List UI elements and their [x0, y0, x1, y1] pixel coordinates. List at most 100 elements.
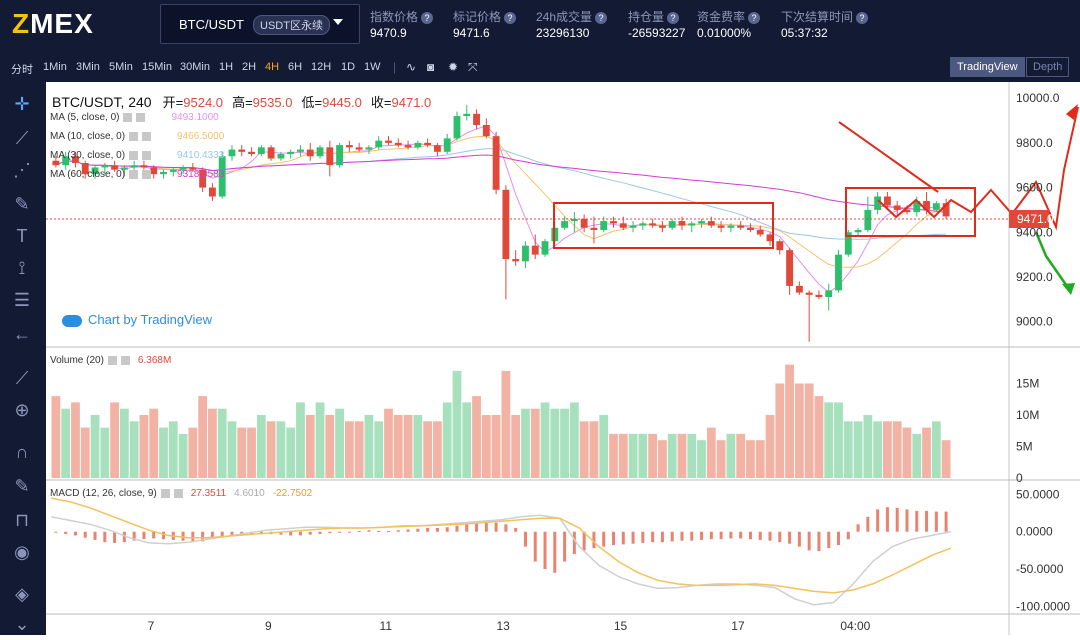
camera-icon[interactable]: ◙ [427, 60, 435, 74]
price-tick: 9600.0 [1016, 181, 1053, 195]
settings-icon[interactable] [129, 131, 139, 141]
time-tick: 17 [731, 619, 745, 633]
stat-label: 指数价格 [370, 10, 419, 24]
chart-area[interactable]: 10000.0 9800.0 9600.0 9400.0 9200.0 9000.0 15… [46, 82, 1080, 635]
help-icon[interactable]: ? [667, 12, 680, 24]
volume-bars [51, 364, 951, 478]
volume-bar [765, 415, 775, 478]
tf-time[interactable]: 分时 [11, 64, 33, 76]
tf-1min[interactable]: 1Min [43, 61, 67, 73]
help-icon[interactable]: ? [421, 12, 434, 24]
macd-hist-bar [455, 525, 459, 532]
close-icon[interactable] [173, 488, 183, 498]
chevron-down-icon[interactable]: ⌄ [14, 614, 30, 634]
candle-body [257, 147, 265, 155]
tf-15min[interactable]: 15Min [142, 61, 172, 73]
tf-1w[interactable]: 1W [364, 61, 381, 73]
brush-icon[interactable]: ✎ [14, 194, 30, 214]
tf-2h[interactable]: 2H [242, 61, 257, 73]
macd-hist-bar [475, 522, 479, 532]
low-label: 低= [301, 95, 323, 110]
tradingview-watermark[interactable]: Chart by TradingView [62, 312, 212, 327]
volume-bar [325, 415, 335, 478]
macd-hist-bar [377, 530, 381, 532]
tf-5min[interactable]: 5Min [109, 61, 133, 73]
zmex-logo[interactable]: ZMEX [12, 8, 94, 39]
tf-6h[interactable]: 6H [288, 61, 303, 73]
zoom-icon[interactable]: ⊕ [14, 400, 30, 420]
settings-icon[interactable] [129, 150, 139, 160]
macd-hist-bar [748, 531, 752, 540]
lock-icon[interactable]: ⊓ [14, 510, 30, 530]
volume-tick: 5M [1016, 440, 1033, 454]
help-icon[interactable]: ? [748, 12, 761, 24]
volume-bar [716, 440, 726, 478]
annotation-path-down [1034, 231, 1073, 293]
settings-icon[interactable] [107, 355, 117, 365]
time-tick: 15 [614, 619, 628, 633]
volume-bar [403, 415, 413, 478]
multiline-icon[interactable]: ⋰ [13, 160, 31, 180]
eye-icon[interactable]: ◉ [14, 542, 30, 562]
candle-body [561, 221, 569, 228]
close-icon[interactable] [120, 355, 130, 365]
text-icon[interactable]: T [16, 226, 28, 246]
candle-body [345, 145, 353, 148]
candle-body [394, 142, 402, 146]
layers-icon[interactable]: ◈ [15, 584, 29, 604]
candle-body [825, 290, 833, 298]
gear-icon[interactable]: ✹ [448, 60, 459, 74]
arrow-left-icon[interactable]: ← [13, 324, 31, 344]
candle-body [649, 223, 657, 226]
stat-label: 24h成交量 [536, 10, 593, 24]
tf-30min[interactable]: 30Min [180, 61, 210, 73]
help-icon[interactable]: ? [504, 12, 517, 24]
candle-body [923, 200, 930, 210]
tf-12h[interactable]: 12H [311, 61, 332, 73]
tf-3min[interactable]: 3Min [76, 61, 100, 73]
help-icon[interactable]: ? [856, 12, 869, 24]
macd-line-value: 4.6010 [234, 488, 265, 499]
candle-body [120, 167, 128, 170]
tf-4h[interactable]: 4H [265, 61, 280, 73]
macd-hist-bar [64, 531, 68, 534]
settings-icon[interactable] [123, 112, 133, 122]
ruler-icon[interactable]: ⟋ [15, 368, 29, 388]
help-icon[interactable]: ? [595, 12, 608, 24]
view-depth[interactable]: Depth [1026, 57, 1070, 77]
close-icon[interactable] [136, 112, 146, 122]
crosshair-icon[interactable]: ✛ [14, 94, 30, 114]
macd-hist-bar [690, 531, 694, 541]
macd-hist-bar [191, 531, 195, 543]
trendline-icon[interactable]: ⟋ [15, 128, 29, 148]
volume-bar [80, 427, 90, 478]
tf-1d[interactable]: 1D [341, 61, 356, 73]
close-icon[interactable] [142, 131, 152, 141]
chart-svg[interactable]: 10000.0 9800.0 9600.0 9400.0 9200.0 9000.0 15… [46, 82, 1080, 635]
fullscreen-icon[interactable]: ⤧ [468, 60, 478, 74]
magnet-icon[interactable]: ∩ [15, 442, 29, 462]
volume-bar [208, 408, 217, 478]
fib-icon[interactable]: ☰ [13, 290, 31, 310]
ma-line [55, 154, 947, 213]
close-icon[interactable] [142, 169, 152, 179]
view-tradingview[interactable]: TradingView [950, 57, 1025, 77]
pair-selector[interactable]: BTC/USDT USDT区永续 [160, 4, 360, 44]
ma-value: 9466.5000 [177, 131, 225, 142]
macd-hist-bar [582, 531, 586, 551]
tf-1h[interactable]: 1H [219, 61, 234, 73]
pattern-icon[interactable]: ⟟ [18, 258, 26, 278]
settings-icon[interactable] [129, 169, 139, 179]
candle-body [619, 223, 627, 228]
macd-hist-bar [201, 531, 205, 542]
settings-icon[interactable] [160, 488, 170, 498]
candle-body [443, 138, 451, 152]
close-icon[interactable] [142, 150, 152, 160]
candle-body [590, 227, 598, 231]
macd-hist-bar [142, 531, 146, 540]
indicator-icon[interactable]: ∿ [406, 60, 417, 74]
lock-drawing-icon[interactable]: ✎ [14, 476, 30, 496]
stat-index-price: 指数价格? 9470.9 [370, 8, 434, 40]
volume-tick: 10M [1016, 408, 1039, 422]
candle-body [492, 136, 500, 190]
